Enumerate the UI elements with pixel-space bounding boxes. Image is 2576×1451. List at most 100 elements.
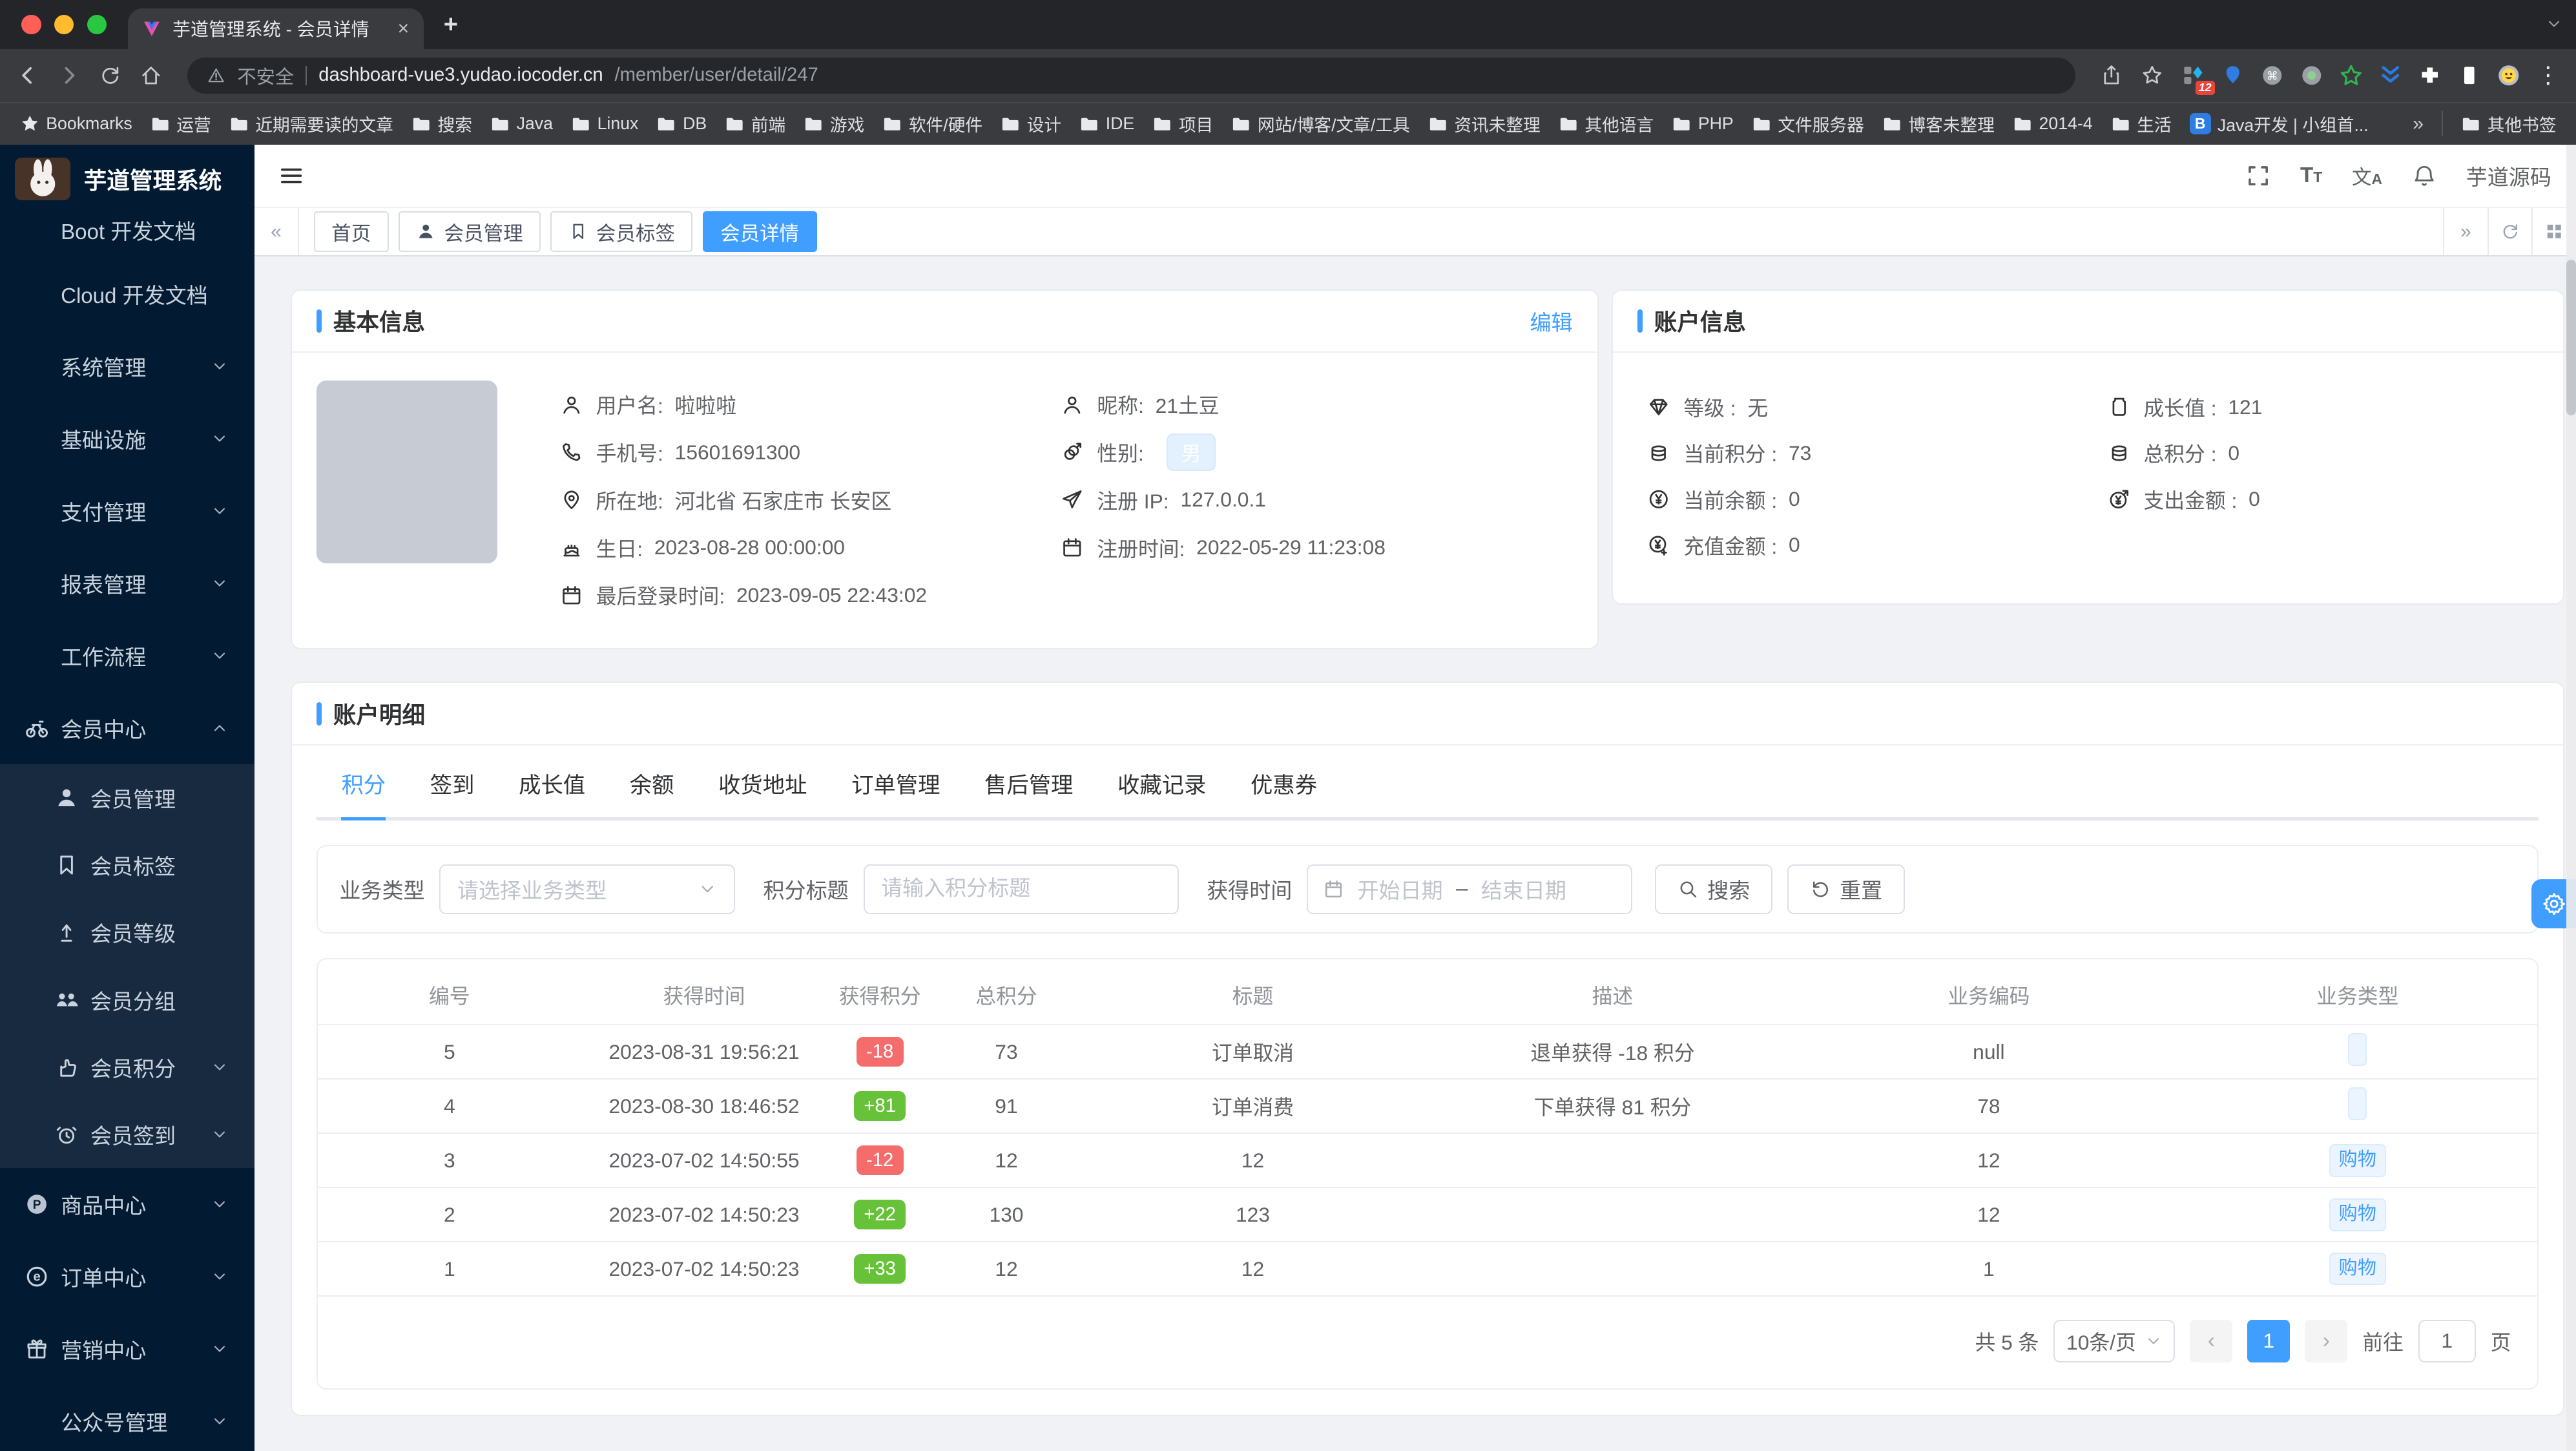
bookmark-item[interactable]: 项目 bbox=[1152, 111, 1213, 136]
bookmark-item[interactable]: Linux bbox=[571, 114, 638, 134]
sidebar-item[interactable]: 报表管理 bbox=[0, 547, 254, 620]
sidebar-item[interactable]: 会员中心 bbox=[0, 692, 254, 764]
bookmark-item[interactable]: 文件服务器 bbox=[1752, 111, 1864, 136]
sidebar-item[interactable]: 支付管理 bbox=[0, 475, 254, 547]
current-page[interactable]: 1 bbox=[2247, 1319, 2290, 1362]
bookmark-item[interactable]: 生活 bbox=[2111, 111, 2172, 136]
sidebar-item[interactable]: 会员分组 bbox=[0, 966, 255, 1034]
date-range-picker[interactable]: 开始日期 – 结束日期 bbox=[1307, 864, 1632, 914]
sidebar-item[interactable]: 会员积分 bbox=[0, 1033, 255, 1101]
scrollbar-thumb[interactable] bbox=[2566, 259, 2576, 416]
bookmark-item[interactable]: 其他书签 bbox=[2442, 111, 2557, 137]
points-title-input[interactable] bbox=[863, 864, 1179, 914]
sidebar-item[interactable]: Boot 开发文档 bbox=[0, 214, 254, 258]
sidebar-item[interactable]: P 商品中心 bbox=[0, 1168, 254, 1240]
detail-tab[interactable]: 收货地址 bbox=[718, 773, 807, 799]
tab-close-icon[interactable]: × bbox=[397, 17, 410, 39]
extension-command-icon[interactable]: ⌘ bbox=[2261, 64, 2284, 87]
window-maximize-button[interactable] bbox=[87, 14, 107, 35]
sidebar-item[interactable]: 工作流程 bbox=[0, 620, 254, 692]
bookmark-item[interactable]: 设计 bbox=[1001, 111, 1061, 136]
detail-tab[interactable]: 积分 bbox=[341, 767, 386, 820]
extension-grid-icon[interactable]: 12 bbox=[2182, 64, 2215, 96]
bookmark-item[interactable]: PHP bbox=[1672, 114, 1734, 134]
browser-chevron-icon[interactable] bbox=[2545, 15, 2563, 33]
table-row[interactable]: 1 2023-07-02 14:50:23 +33 12 12 1 购物 bbox=[318, 1242, 2538, 1297]
bookmark-item[interactable]: Bookmarks bbox=[20, 114, 132, 134]
page-tab[interactable]: 会员标签 bbox=[550, 211, 693, 253]
app-logo[interactable]: 芋道管理系统 bbox=[0, 145, 254, 214]
browser-menu-icon[interactable]: ⋮ bbox=[2537, 62, 2560, 89]
sidebar-item[interactable]: e 订单中心 bbox=[0, 1240, 254, 1313]
bookmark-item[interactable]: » bbox=[2406, 112, 2424, 135]
tabs-layout-icon[interactable] bbox=[2531, 208, 2576, 255]
page-tab[interactable]: 会员详情 bbox=[702, 211, 817, 253]
reload-icon[interactable] bbox=[99, 64, 122, 87]
sidebar-item[interactable]: 会员标签 bbox=[0, 831, 255, 899]
detail-tab[interactable]: 成长值 bbox=[519, 773, 586, 799]
bookmark-item[interactable]: 近期需要读的文章 bbox=[229, 111, 393, 136]
bookmark-item[interactable]: IDE bbox=[1079, 114, 1134, 134]
extension-balloon-icon[interactable] bbox=[2221, 64, 2245, 87]
sidebar-item[interactable]: Cloud 开发文档 bbox=[0, 258, 254, 330]
bookmark-item[interactable]: 其他语言 bbox=[1559, 111, 1654, 136]
collapse-menu-icon[interactable] bbox=[279, 163, 304, 188]
font-size-icon[interactable]: TT bbox=[2300, 163, 2323, 188]
next-page-button[interactable]: › bbox=[2305, 1319, 2348, 1362]
notification-bell-icon[interactable] bbox=[2412, 163, 2436, 188]
extension-chevrons-icon[interactable] bbox=[2379, 64, 2402, 87]
bookmark-star-icon[interactable] bbox=[2141, 64, 2164, 87]
bookmark-item[interactable]: 网站/博客/文章/工具 bbox=[1231, 111, 1410, 136]
search-button[interactable]: 搜索 bbox=[1655, 864, 1773, 914]
browser-tab[interactable]: 芋道管理系统 - 会员详情 × bbox=[128, 8, 424, 50]
sidebar-item[interactable]: 会员签到 bbox=[0, 1100, 255, 1169]
table-row[interactable]: 2 2023-07-02 14:50:23 +22 130 123 12 购物 bbox=[318, 1187, 2538, 1243]
language-icon[interactable]: 文A bbox=[2351, 167, 2383, 189]
bookmark-item[interactable]: 游戏 bbox=[804, 111, 864, 136]
business-type-select[interactable]: 请选择业务类型 bbox=[439, 864, 736, 914]
tabs-scroll-right-icon[interactable]: » bbox=[2443, 208, 2488, 255]
bookmark-item[interactable]: 运营 bbox=[151, 111, 211, 136]
goto-page-input[interactable]: 1 bbox=[2418, 1319, 2476, 1362]
detail-tab[interactable]: 订单管理 bbox=[851, 773, 940, 799]
prev-page-button[interactable]: ‹ bbox=[2190, 1319, 2233, 1362]
page-size-select[interactable]: 10条/页 bbox=[2053, 1319, 2176, 1362]
reset-button[interactable]: 重置 bbox=[1787, 864, 1906, 914]
extension-star-icon[interactable] bbox=[2340, 64, 2363, 87]
extension-rect-icon[interactable] bbox=[2458, 64, 2481, 87]
tabs-refresh-icon[interactable] bbox=[2487, 208, 2532, 255]
bookmark-item[interactable]: Java bbox=[490, 114, 553, 134]
detail-tab[interactable]: 签到 bbox=[430, 773, 475, 799]
detail-tab[interactable]: 收藏记录 bbox=[1117, 773, 1207, 799]
fullscreen-icon[interactable] bbox=[2246, 163, 2270, 188]
username[interactable]: 芋道源码 bbox=[2466, 166, 2551, 191]
page-tab[interactable]: 首页 bbox=[313, 211, 389, 253]
table-row[interactable]: 4 2023-08-30 18:46:52 +81 91 订单消费 下单获得 8… bbox=[318, 1079, 2538, 1134]
sidebar-item[interactable]: 基础设施 bbox=[0, 402, 254, 475]
page-tab[interactable]: 会员管理 bbox=[398, 211, 541, 253]
bookmark-item[interactable]: DB bbox=[656, 114, 707, 134]
share-icon[interactable] bbox=[2100, 64, 2123, 87]
bookmark-item[interactable]: 软件/硬件 bbox=[882, 111, 982, 136]
sidebar-item[interactable]: 系统管理 bbox=[0, 330, 254, 402]
window-close-button[interactable] bbox=[21, 14, 41, 35]
address-bar[interactable]: 不安全 dashboard-vue3.yudao.iocoder.cn/memb… bbox=[187, 57, 2075, 94]
bookmark-item[interactable]: 2014-4 bbox=[2013, 114, 2093, 134]
bookmark-item[interactable]: 资讯未整理 bbox=[1428, 111, 1541, 136]
extension-dot-icon[interactable] bbox=[2300, 64, 2323, 87]
bookmark-item[interactable]: 博客未整理 bbox=[1882, 111, 1995, 136]
sidebar-item[interactable]: 营销中心 bbox=[0, 1313, 254, 1385]
detail-tab[interactable]: 售后管理 bbox=[984, 773, 1074, 799]
table-row[interactable]: 5 2023-08-31 19:56:21 -18 73 订单取消 退单获得 -… bbox=[318, 1025, 2538, 1080]
page-scrollbar[interactable] bbox=[2566, 144, 2576, 1451]
profile-avatar-icon[interactable] bbox=[2497, 64, 2520, 87]
sidebar-item[interactable]: 会员等级 bbox=[0, 899, 255, 966]
sidebar-item[interactable]: 公众号管理 bbox=[0, 1385, 254, 1451]
extensions-puzzle-icon[interactable] bbox=[2418, 64, 2442, 87]
tabs-scroll-left-icon[interactable]: « bbox=[254, 208, 299, 255]
sidebar-item[interactable]: 会员管理 bbox=[0, 764, 255, 831]
bookmark-item[interactable]: B Java开发 | 小组首... bbox=[2189, 111, 2369, 136]
back-icon[interactable] bbox=[16, 64, 39, 87]
bookmark-item[interactable]: 搜索 bbox=[411, 111, 472, 136]
detail-tab[interactable]: 优惠券 bbox=[1251, 773, 1318, 799]
